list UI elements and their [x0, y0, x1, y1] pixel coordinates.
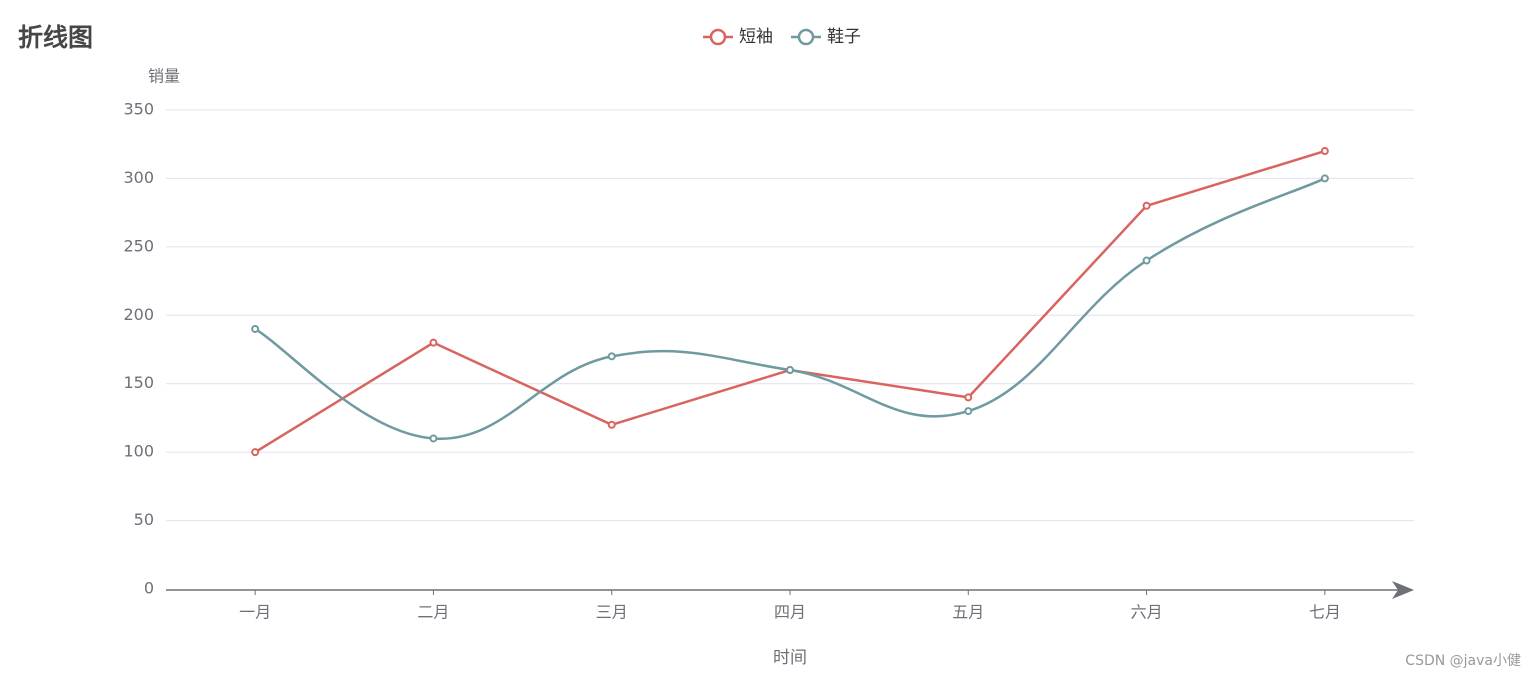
- y-tick-label: 250: [123, 236, 154, 255]
- y-tick-label: 0: [144, 579, 154, 598]
- y-tick-label: 300: [123, 168, 154, 187]
- point: [251, 448, 260, 457]
- legend-marker: [709, 28, 727, 46]
- point: [964, 393, 973, 402]
- point: [786, 366, 794, 375]
- y-tick-label: 350: [123, 100, 154, 119]
- watermark: CSDN @java小健: [1405, 653, 1521, 669]
- point: [251, 324, 260, 333]
- point: [1142, 201, 1151, 210]
- x-tick-label: 三月: [596, 603, 628, 622]
- x-tick-label: 五月: [952, 603, 984, 622]
- point: [1142, 256, 1151, 265]
- legend-marker: [797, 28, 815, 46]
- point: [429, 338, 438, 347]
- x-tick-label: 一月: [239, 603, 271, 622]
- x-tick-label: 六月: [1131, 603, 1163, 622]
- point: [1320, 174, 1329, 183]
- legend-label: 短袖: [739, 27, 773, 47]
- x-axis-arrow: [1392, 581, 1414, 599]
- x-tick-label: 四月: [774, 603, 806, 622]
- x-tick-label: 七月: [1309, 603, 1341, 622]
- line: [254, 177, 1326, 440]
- point: [607, 352, 616, 361]
- y-tick-label: 50: [134, 510, 154, 529]
- y-tick-label: 150: [123, 373, 154, 392]
- legend-label: 鞋子: [827, 27, 861, 47]
- point: [429, 434, 438, 443]
- point: [1320, 147, 1329, 156]
- line: [254, 149, 1326, 454]
- y-tick-label: 200: [123, 305, 154, 324]
- point: [607, 420, 616, 429]
- chart-title: 折线图: [18, 23, 93, 52]
- x-tick-label: 二月: [417, 603, 449, 622]
- y-axis-title: 销量: [148, 67, 180, 86]
- y-tick-label: 100: [123, 442, 154, 461]
- x-axis-title: 时间: [773, 648, 807, 668]
- point: [964, 407, 973, 416]
